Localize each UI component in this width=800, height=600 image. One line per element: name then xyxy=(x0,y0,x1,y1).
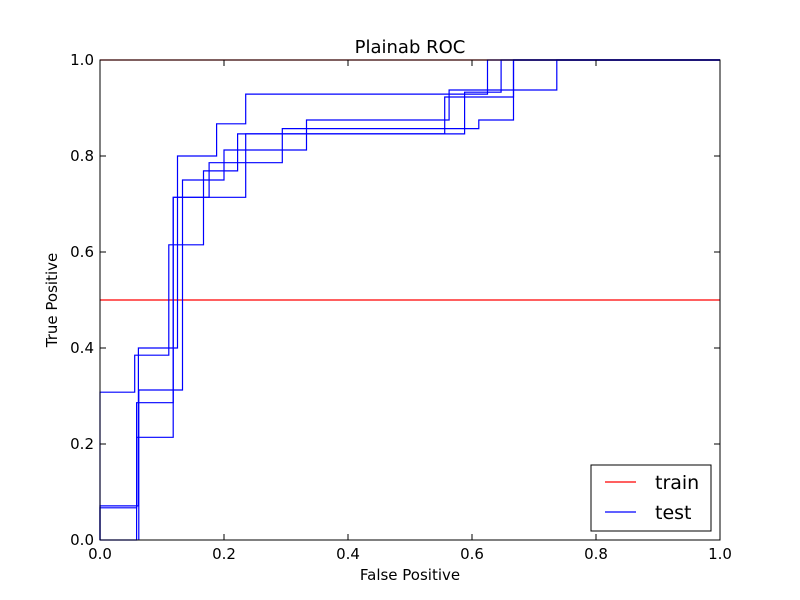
test-roc-line-6 xyxy=(138,59,720,540)
y-tick-label: 0.6 xyxy=(70,243,94,261)
x-axis-label: False Positive xyxy=(360,566,460,584)
x-tick-label: 0.0 xyxy=(88,545,112,563)
test-roc-line-5 xyxy=(100,59,720,541)
test-roc-line-2 xyxy=(99,59,720,540)
x-tick-label: 0.6 xyxy=(460,545,484,563)
x-tick-label: 1.0 xyxy=(708,545,732,563)
x-tick-label: 0.8 xyxy=(584,545,608,563)
y-tick-label: 0.2 xyxy=(70,435,94,453)
y-tick-label: 0.0 xyxy=(70,531,94,549)
ticks-layer: 0.0 0.2 0.4 0.6 0.8 1.0 0.0 0.2 0.4 0.6 0.8 1.0 xyxy=(70,51,732,563)
y-tick-label: 0.8 xyxy=(70,147,94,165)
legend: train test xyxy=(590,464,712,532)
chart-title: Plainab ROC xyxy=(355,37,466,58)
y-axis-label: True Positive xyxy=(43,253,61,348)
y-tick-label: 1.0 xyxy=(70,51,94,69)
legend-label-test: test xyxy=(655,502,692,524)
plot-frame xyxy=(99,59,721,541)
legend-box xyxy=(590,464,712,532)
x-tick-label: 0.4 xyxy=(336,545,360,563)
x-tick-label: 0.2 xyxy=(212,545,236,563)
y-tick-label: 0.4 xyxy=(70,339,94,357)
legend-label-train: train xyxy=(655,472,699,494)
